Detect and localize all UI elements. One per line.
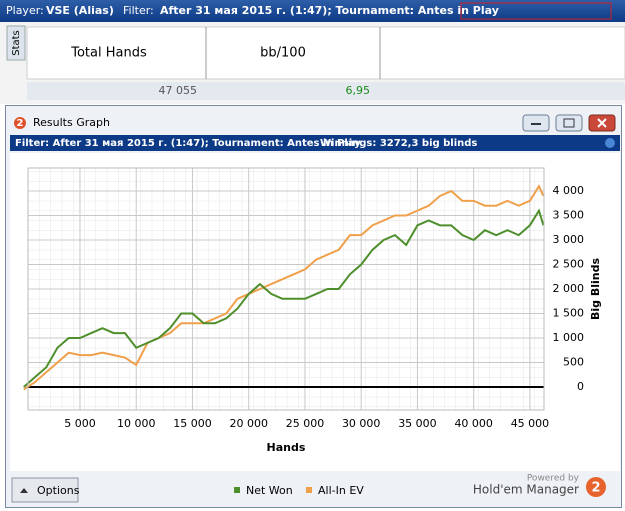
x-tick-label: 5 000	[64, 417, 96, 430]
x-tick-label: 45 000	[511, 417, 550, 430]
player-label: Player:	[6, 4, 44, 17]
window-filter: Filter: After 31 мая 2015 г. (1:47); Tou…	[15, 138, 361, 149]
x-tick-label: 35 000	[398, 417, 437, 430]
series-line	[23, 208, 545, 388]
powered-by: Powered by	[527, 474, 580, 484]
max-glyph	[563, 118, 575, 128]
y-tick-label: 1 000	[553, 331, 585, 344]
y-tick-label: 2 000	[553, 282, 585, 295]
options-label: Options	[37, 484, 80, 497]
legend-swatch	[234, 487, 240, 493]
x-tick-label: 30 000	[342, 417, 381, 430]
x-axis-label: Hands	[267, 441, 306, 454]
filter-bar	[10, 135, 620, 151]
player: VSE (Alias)	[46, 4, 114, 17]
close-x	[597, 118, 607, 128]
legend: Net Won All-In EV	[234, 484, 364, 497]
y-tick-label: 1 500	[553, 306, 585, 319]
x-tick-label: 25 000	[286, 417, 325, 430]
logo-icon	[14, 117, 26, 129]
x-tick-label: 40 000	[454, 417, 493, 430]
stats-header	[26, 26, 625, 80]
stats-row	[27, 82, 625, 100]
window-title: Results Graph	[33, 116, 110, 129]
series-line	[23, 184, 545, 391]
help[interactable]	[605, 138, 615, 148]
y-tick-label: 500	[563, 355, 584, 368]
y-tick-label: 2 500	[553, 258, 585, 271]
brand-logo-text: 2	[591, 481, 600, 496]
x-tick-label: 10 000	[117, 417, 156, 430]
y-tick-label: 0	[577, 380, 584, 393]
y-tick-label: 3 500	[553, 209, 585, 222]
filter-label: Filter:	[123, 4, 154, 17]
brand-logo	[586, 477, 606, 497]
winnings: Winnings: 3272,3 big blinds	[320, 138, 477, 149]
x-tick-label: 15 000	[173, 417, 212, 430]
maximize[interactable]	[555, 114, 583, 132]
legend-swatch	[306, 487, 312, 493]
options-arrow	[20, 488, 28, 493]
plot-frame	[27, 167, 545, 411]
col-header: Total Hands	[70, 46, 147, 61]
brand: Hold'em Manager	[473, 483, 579, 497]
x-tick-label: 20 000	[229, 417, 268, 430]
filter: After 31 мая 2015 г. (1:47); Tournament:…	[160, 4, 499, 17]
y-tick-label: 4 000	[553, 184, 585, 197]
cell: 47 055	[159, 84, 198, 97]
legend-label: All-In EV	[318, 484, 364, 497]
y-tick-label: 3 000	[553, 233, 585, 246]
y-axis-label: Big Blinds	[589, 258, 602, 320]
warning-box[interactable]	[460, 2, 612, 20]
plot: 0 500 1 000 1 500 2 000 2 500 3 000 3 500 4 000 5…	[23, 168, 585, 430]
legend-label: Net Won	[246, 484, 293, 497]
col-header: bb/100	[260, 46, 306, 61]
cell: 6,95	[346, 84, 371, 97]
stats-tab-label: Stats	[11, 30, 22, 56]
logo-icon-text: 2	[17, 118, 24, 129]
stats-tab[interactable]	[6, 25, 26, 61]
top-bar	[0, 0, 625, 22]
